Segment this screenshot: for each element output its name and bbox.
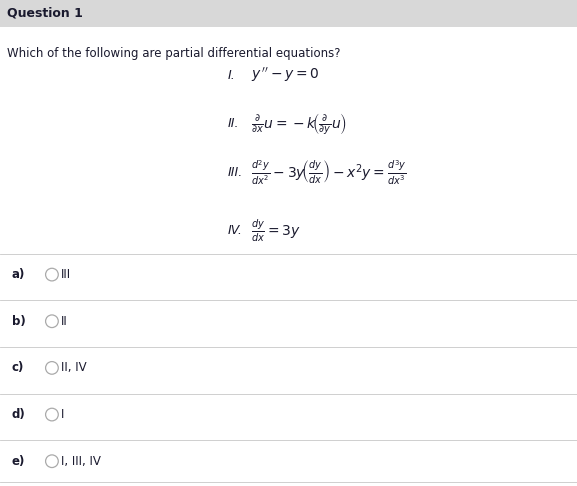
Text: $\frac{d^2y}{dx^2}-3y\!\left(\frac{dy}{dx}\right)-x^2y=\frac{d^3y}{dx^3}$: $\frac{d^2y}{dx^2}-3y\!\left(\frac{dy}{d… — [251, 158, 407, 187]
Text: I.: I. — [228, 69, 235, 82]
Text: b): b) — [12, 315, 25, 328]
Text: II: II — [61, 315, 68, 328]
Text: e): e) — [12, 455, 25, 468]
Text: Question 1: Question 1 — [7, 7, 83, 20]
Text: a): a) — [12, 268, 25, 281]
Text: Which of the following are partial differential equations?: Which of the following are partial diffe… — [7, 47, 340, 60]
Text: III.: III. — [228, 166, 243, 179]
Text: $y\,''-y=0$: $y\,''-y=0$ — [251, 66, 320, 85]
Text: I, III, IV: I, III, IV — [61, 455, 100, 468]
Text: $\frac{dy}{dx}=3y$: $\frac{dy}{dx}=3y$ — [251, 218, 301, 244]
Text: II, IV: II, IV — [61, 362, 86, 374]
Text: II.: II. — [228, 118, 239, 130]
Text: c): c) — [12, 362, 24, 374]
Text: d): d) — [12, 408, 25, 421]
Bar — [0, 0, 577, 27]
Text: III: III — [61, 268, 71, 281]
Text: IV.: IV. — [228, 225, 243, 237]
Text: $\frac{\partial}{\partial x}u=-k\!\left(\frac{\partial}{\partial y}u\right)$: $\frac{\partial}{\partial x}u=-k\!\left(… — [251, 111, 347, 137]
Text: I: I — [61, 408, 64, 421]
